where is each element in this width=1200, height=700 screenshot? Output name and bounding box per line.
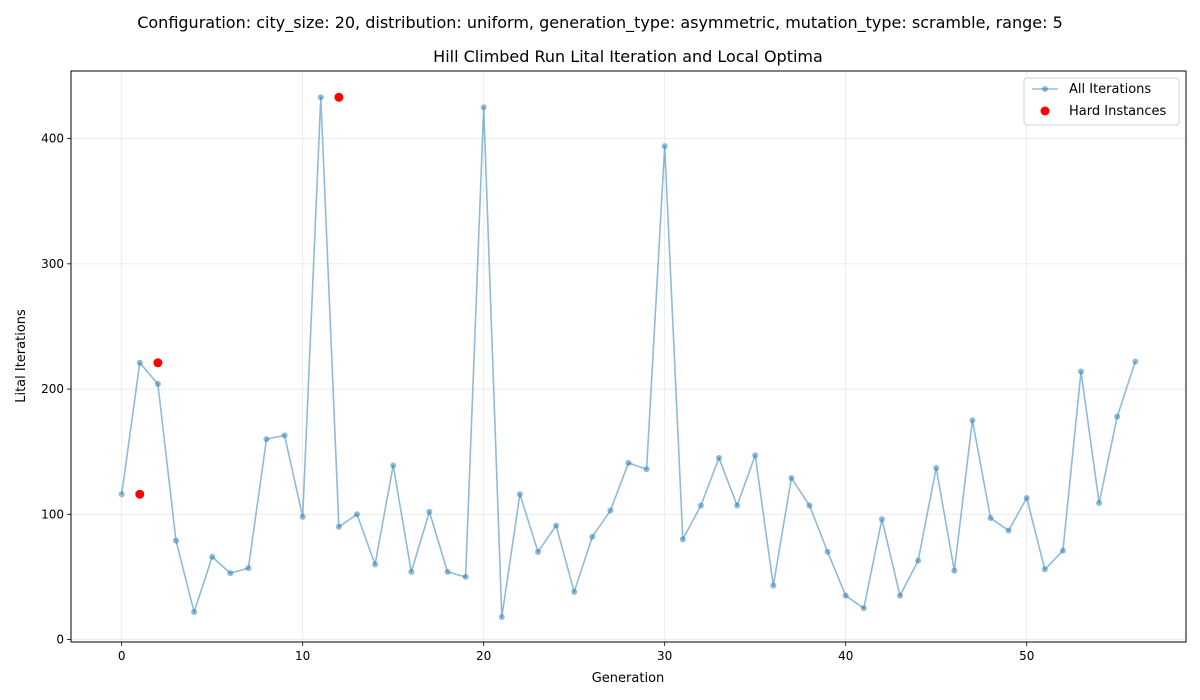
all-iterations-point	[679, 536, 686, 543]
all-iterations-point	[444, 568, 451, 575]
all-iterations-point	[897, 592, 904, 599]
y-tick-label: 0	[56, 632, 64, 646]
legend-marker-all-iterations	[1042, 86, 1048, 92]
all-iterations-point	[426, 508, 433, 515]
all-iterations-point	[480, 104, 487, 111]
all-iterations-point	[1078, 368, 1085, 375]
x-tick-label: 30	[657, 649, 672, 663]
legend: All Iterations Hard Instances	[1023, 77, 1180, 126]
all-iterations-point	[498, 613, 505, 620]
all-iterations-point	[353, 511, 360, 518]
all-iterations-point	[969, 417, 976, 424]
y-tick-label: 100	[41, 507, 64, 521]
plot-series	[118, 92, 1139, 620]
x-tick-label: 0	[118, 649, 126, 663]
all-iterations-point	[806, 502, 813, 509]
all-iterations-point	[716, 454, 723, 461]
all-iterations-point	[299, 513, 306, 520]
all-iterations-point	[118, 491, 125, 498]
all-iterations-point	[824, 548, 831, 555]
all-iterations-point	[534, 548, 541, 555]
y-tick-label: 400	[41, 132, 64, 146]
y-axis-label: Lital Iterations	[14, 309, 29, 403]
all-iterations-point	[516, 491, 523, 498]
all-iterations-point	[462, 573, 469, 580]
all-iterations-point	[842, 592, 849, 599]
all-iterations-point	[263, 436, 270, 443]
all-iterations-point	[788, 474, 795, 481]
all-iterations-point	[372, 561, 379, 568]
all-iterations-point	[951, 567, 958, 574]
all-iterations-point	[697, 502, 704, 509]
all-iterations-point	[136, 359, 143, 366]
all-iterations-point	[1096, 500, 1103, 507]
x-axis-label: Generation	[592, 671, 665, 686]
all-iterations-point	[643, 466, 650, 473]
all-iterations-point	[281, 432, 288, 439]
all-iterations-point	[1114, 413, 1121, 420]
hard-instance-point	[153, 358, 163, 368]
all-iterations-point	[625, 459, 632, 466]
axis-ticks: 0 10 20 30 40 50 0 100 200 300 400	[41, 132, 1034, 663]
all-iterations-point	[770, 582, 777, 589]
all-iterations-point	[408, 568, 415, 575]
all-iterations-point	[390, 462, 397, 469]
plot-frame	[70, 70, 1187, 643]
x-tick-label: 50	[1019, 649, 1034, 663]
all-iterations-point	[607, 507, 614, 514]
all-iterations-point	[915, 557, 922, 564]
all-iterations-point	[860, 605, 867, 612]
all-iterations-point	[1132, 358, 1139, 365]
all-iterations-point	[1023, 494, 1030, 501]
grid	[71, 71, 1186, 642]
hard-instance-point	[135, 489, 145, 499]
all-iterations-point	[933, 464, 940, 471]
all-iterations-point	[661, 143, 668, 150]
all-iterations-point	[878, 516, 885, 523]
plot-title: Hill Climbed Run Lital Iteration and Loc…	[433, 47, 823, 66]
x-tick-label: 10	[295, 649, 310, 663]
all-iterations-point	[571, 588, 578, 595]
x-tick-label: 40	[838, 649, 853, 663]
y-tick-label: 200	[41, 382, 64, 396]
legend-label-all-iterations: All Iterations	[1069, 82, 1151, 97]
legend-label-hard-instances: Hard Instances	[1069, 104, 1167, 119]
all-iterations-point	[245, 565, 252, 572]
all-iterations-point	[553, 522, 560, 529]
all-iterations-point	[1041, 566, 1048, 573]
all-iterations-point	[191, 608, 198, 615]
legend-box	[1023, 77, 1180, 126]
x-tick-label: 20	[476, 649, 491, 663]
y-tick-label: 300	[41, 257, 64, 271]
figure-suptitle: Configuration: city_size: 20, distributi…	[137, 13, 1063, 33]
all-iterations-point	[209, 553, 216, 560]
all-iterations-point	[335, 523, 342, 530]
hard-instance-point	[334, 92, 344, 102]
all-iterations-point	[227, 570, 234, 577]
all-iterations-point	[154, 381, 161, 388]
legend-marker-hard-instances	[1040, 106, 1050, 116]
all-iterations-point	[734, 502, 741, 509]
all-iterations-point	[172, 537, 179, 544]
all-iterations-point	[752, 452, 759, 459]
all-iterations-point	[589, 533, 596, 540]
all-iterations-point	[987, 515, 994, 522]
all-iterations-point	[1059, 547, 1066, 554]
all-iterations-point	[317, 94, 324, 101]
all-iterations-point	[1005, 527, 1012, 534]
